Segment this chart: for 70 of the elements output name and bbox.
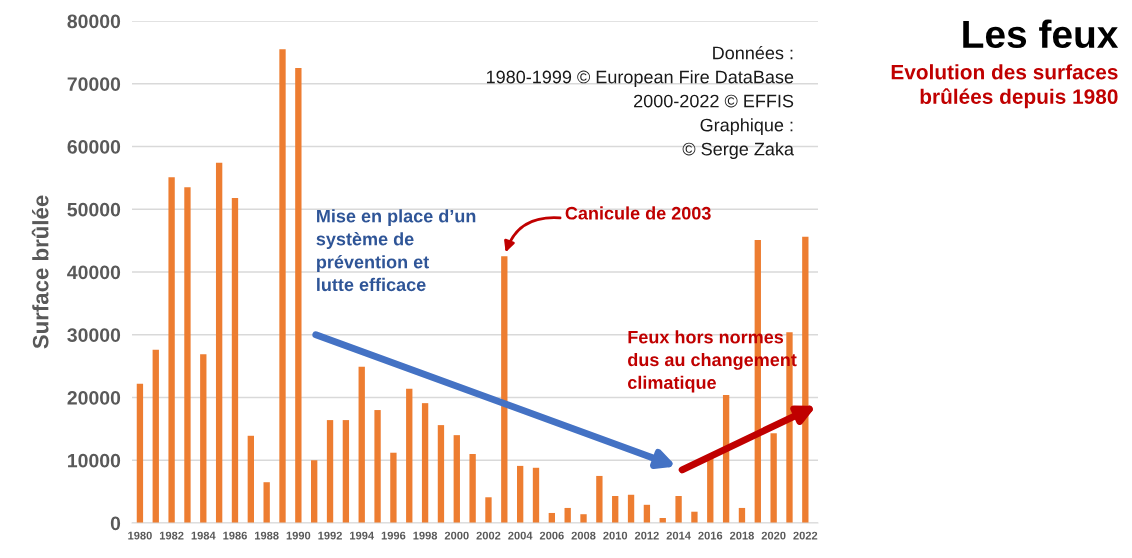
x-tick-label: 1994 (350, 531, 375, 540)
bar (675, 496, 682, 523)
bar (406, 388, 413, 523)
x-tick-label: 2002 (476, 531, 501, 540)
x-tick-label: 1996 (381, 531, 406, 540)
annotation: Canicule de 2003 (565, 206, 711, 220)
bar (247, 435, 254, 523)
bar (136, 383, 144, 523)
x-tick-label: 2010 (603, 531, 628, 540)
bar (279, 49, 286, 523)
bar (342, 420, 350, 523)
bar (596, 475, 603, 523)
bar (231, 197, 239, 523)
x-tick-label: 2000 (444, 531, 469, 540)
annotation: Mise en place d’un système de prévention et lutte efficace (316, 209, 476, 292)
x-tick-label: 2022 (793, 531, 818, 540)
x-tick-label: 1982 (159, 531, 184, 540)
y-tick-label: 80000 (67, 14, 121, 29)
x-tick-label: 1984 (191, 531, 216, 540)
bar (612, 496, 619, 523)
bar (390, 452, 397, 523)
x-tick-label: 1998 (413, 531, 438, 540)
y-tick-label: 60000 (67, 139, 121, 154)
x-tick-label: 2018 (729, 531, 754, 540)
bar (421, 403, 429, 523)
bar (215, 162, 223, 523)
x-tick-label: 1990 (286, 531, 311, 540)
bar (627, 494, 635, 523)
bar (770, 433, 777, 523)
bar (691, 511, 698, 523)
y-tick-label: 70000 (67, 77, 121, 91)
bar (580, 514, 587, 523)
bar (485, 497, 492, 523)
y-tick-label: 20000 (67, 390, 121, 405)
bar (184, 187, 191, 523)
bar (532, 467, 540, 523)
y-tick-label: 10000 (68, 453, 121, 468)
x-tick-label: 1980 (128, 531, 152, 540)
bar (358, 366, 365, 523)
y-tick-label: 50000 (67, 202, 121, 217)
bar (437, 425, 445, 523)
x-tick-label: 2014 (666, 531, 691, 540)
bar (168, 177, 175, 523)
x-tick-label: 2016 (698, 531, 723, 540)
bar (311, 460, 318, 523)
bar (263, 482, 270, 523)
bar (326, 420, 334, 523)
x-tick-label: 2004 (508, 531, 533, 540)
x-tick-label: 2020 (761, 531, 786, 540)
x-tick-label: 2006 (539, 531, 564, 540)
bar (295, 68, 302, 523)
y-tick-label: 30000 (67, 328, 121, 343)
text: Evolution des surfaces brûlées depuis 1980 (891, 64, 1118, 109)
bar (501, 256, 508, 523)
bar (374, 410, 381, 523)
bar (453, 435, 460, 523)
x-tick-label: 1992 (318, 531, 342, 540)
bar (516, 465, 524, 523)
bar (200, 354, 207, 523)
bar (469, 453, 476, 523)
x-tick-label: 2008 (571, 531, 596, 540)
x-tick-label: 1986 (223, 531, 247, 540)
y-tick-label: 40000 (67, 265, 121, 280)
text: Les feux (963, 19, 1119, 49)
annotation: Données : 1980-1999 © European Fire DataBase 2000-2022 © EFFIS Graphique : © Serge Zaka (486, 45, 794, 160)
x-tick-label: 1988 (255, 531, 279, 540)
x-tick-label: 2012 (634, 531, 659, 540)
y-axis-title: Surface brûlée (31, 195, 49, 349)
y-tick-label: 0 (110, 516, 121, 531)
bar (152, 349, 159, 523)
